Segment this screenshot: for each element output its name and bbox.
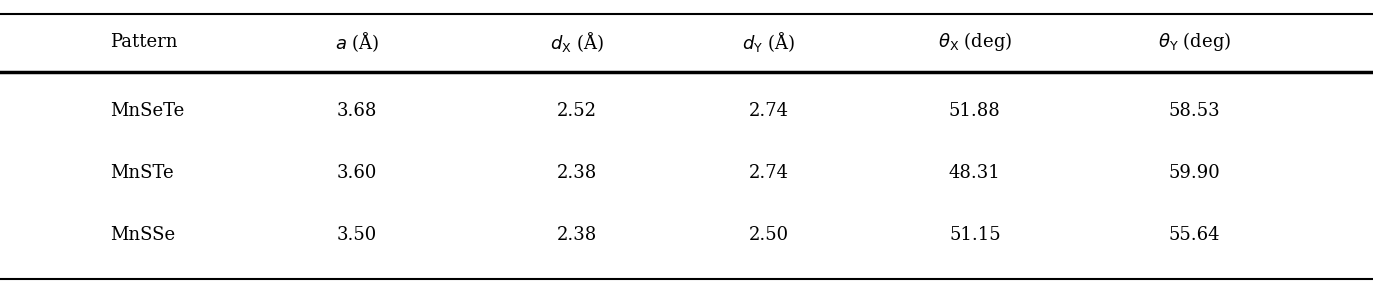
Text: $\mathit{d}_{\rm Y}$ (Å): $\mathit{d}_{\rm Y}$ (Å)	[743, 30, 795, 54]
Text: 55.64: 55.64	[1168, 226, 1221, 244]
Text: $\mathit{\theta}_{\rm Y}$ (deg): $\mathit{\theta}_{\rm Y}$ (deg)	[1157, 30, 1232, 53]
Text: 2.74: 2.74	[748, 164, 789, 182]
Text: 58.53: 58.53	[1168, 102, 1221, 120]
Text: 51.88: 51.88	[949, 102, 1001, 120]
Text: 59.90: 59.90	[1168, 164, 1221, 182]
Text: 3.68: 3.68	[336, 102, 378, 120]
Text: 48.31: 48.31	[949, 164, 1001, 182]
Text: MnSSe: MnSSe	[110, 226, 174, 244]
Text: MnSeTe: MnSeTe	[110, 102, 184, 120]
Text: 51.15: 51.15	[949, 226, 1001, 244]
Text: 2.74: 2.74	[748, 102, 789, 120]
Text: Pattern: Pattern	[110, 33, 177, 51]
Text: $\mathit{d}_{\rm X}$ (Å): $\mathit{d}_{\rm X}$ (Å)	[549, 30, 604, 54]
Text: 2.38: 2.38	[556, 164, 597, 182]
Text: $\mathit{a}$ (Å): $\mathit{a}$ (Å)	[335, 30, 379, 54]
Text: 2.50: 2.50	[748, 226, 789, 244]
Text: 3.60: 3.60	[336, 164, 378, 182]
Text: 2.38: 2.38	[556, 226, 597, 244]
Text: MnSTe: MnSTe	[110, 164, 173, 182]
Text: $\mathit{\theta}_{\rm X}$ (deg): $\mathit{\theta}_{\rm X}$ (deg)	[938, 30, 1012, 53]
Text: 2.52: 2.52	[556, 102, 597, 120]
Text: 3.50: 3.50	[336, 226, 378, 244]
